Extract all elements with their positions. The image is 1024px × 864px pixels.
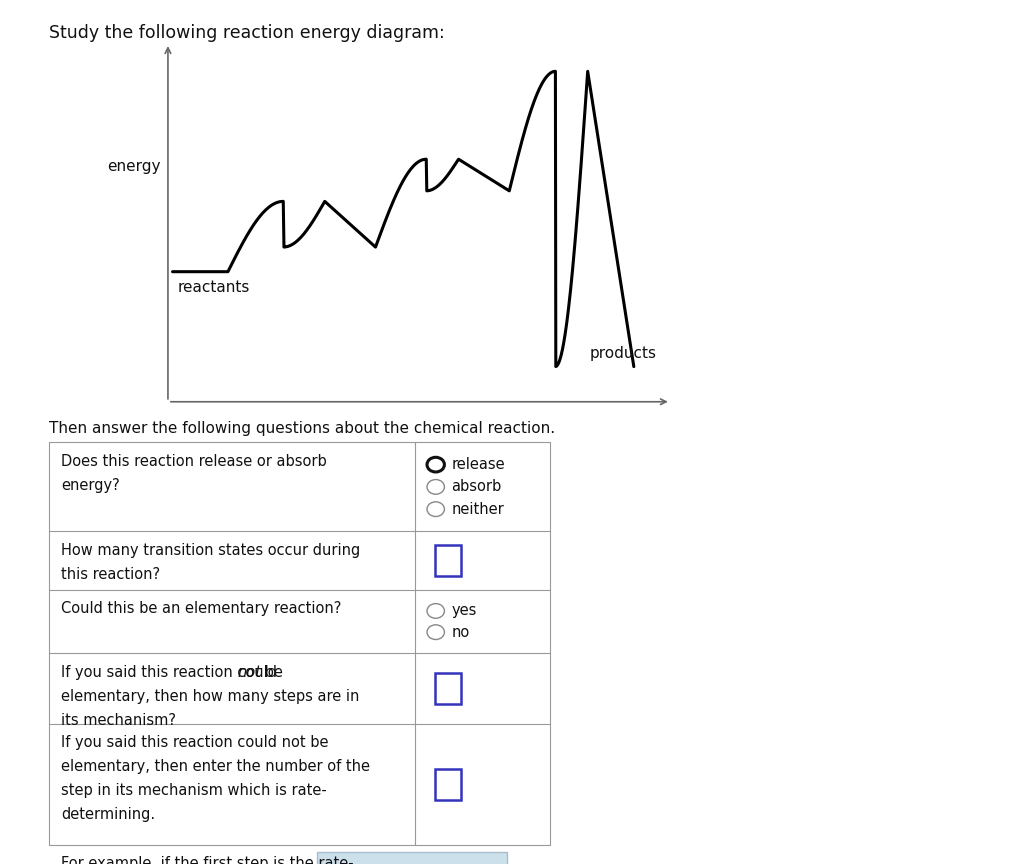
Text: release: release [452, 457, 505, 472]
Text: Could this be an elementary reaction?: Could this be an elementary reaction? [61, 601, 342, 616]
Text: no: no [452, 625, 470, 639]
Text: determining.: determining. [61, 807, 156, 823]
Text: elementary, then enter the number of the: elementary, then enter the number of the [61, 759, 371, 774]
Text: Study the following reaction energy diagram:: Study the following reaction energy diag… [49, 24, 444, 42]
Text: energy?: energy? [61, 478, 120, 492]
Text: Does this reaction release or absorb: Does this reaction release or absorb [61, 454, 328, 468]
Text: neither: neither [452, 502, 504, 517]
Text: How many transition states occur during: How many transition states occur during [61, 543, 360, 557]
Text: not: not [238, 664, 261, 680]
Text: its mechanism?: its mechanism? [61, 713, 176, 728]
Text: products: products [590, 346, 657, 361]
Text: step in its mechanism which is rate-: step in its mechanism which is rate- [61, 783, 328, 798]
Text: be: be [260, 664, 283, 680]
Text: If you said this reaction could: If you said this reaction could [61, 664, 282, 680]
Text: yes: yes [452, 603, 477, 619]
Text: If you said this reaction could not be: If you said this reaction could not be [61, 734, 329, 750]
Text: elementary, then how many steps are in: elementary, then how many steps are in [61, 689, 359, 704]
Text: reactants: reactants [177, 281, 250, 295]
Text: Then answer the following questions about the chemical reaction.: Then answer the following questions abou… [49, 421, 555, 435]
Text: energy: energy [108, 159, 161, 174]
Text: absorb: absorb [452, 480, 502, 494]
Text: For example, if the first step is the rate-: For example, if the first step is the ra… [61, 855, 354, 864]
Text: this reaction?: this reaction? [61, 567, 161, 581]
